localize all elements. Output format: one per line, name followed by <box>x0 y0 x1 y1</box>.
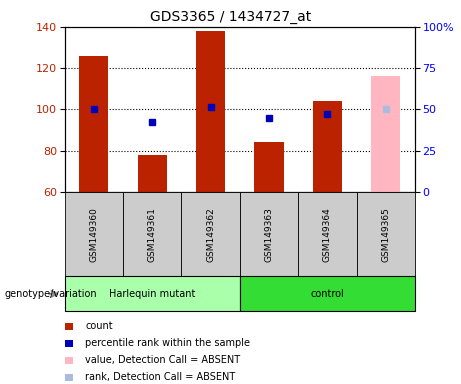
Bar <box>371 76 400 192</box>
Text: percentile rank within the sample: percentile rank within the sample <box>85 338 250 348</box>
Text: GSM149363: GSM149363 <box>265 207 273 262</box>
Bar <box>356 192 415 276</box>
Bar <box>65 192 123 276</box>
Bar <box>79 56 108 192</box>
Text: genotype/variation: genotype/variation <box>5 289 97 299</box>
Bar <box>240 276 415 311</box>
Bar <box>123 192 181 276</box>
Text: count: count <box>85 321 113 331</box>
Text: GSM149360: GSM149360 <box>89 207 98 262</box>
Bar <box>313 101 342 192</box>
Bar <box>298 192 356 276</box>
Text: GSM149361: GSM149361 <box>148 207 157 262</box>
Bar <box>137 155 167 192</box>
Bar <box>65 276 240 311</box>
Bar <box>240 192 298 276</box>
Text: GSM149364: GSM149364 <box>323 207 332 262</box>
Text: GSM149362: GSM149362 <box>206 207 215 262</box>
Text: value, Detection Call = ABSENT: value, Detection Call = ABSENT <box>85 355 240 365</box>
Text: rank, Detection Call = ABSENT: rank, Detection Call = ABSENT <box>85 372 236 382</box>
Bar <box>181 192 240 276</box>
Text: control: control <box>310 289 344 299</box>
Bar <box>196 31 225 192</box>
Text: GSM149365: GSM149365 <box>381 207 390 262</box>
Text: GDS3365 / 1434727_at: GDS3365 / 1434727_at <box>150 10 311 23</box>
Text: Harlequin mutant: Harlequin mutant <box>109 289 195 299</box>
Bar <box>254 142 284 192</box>
